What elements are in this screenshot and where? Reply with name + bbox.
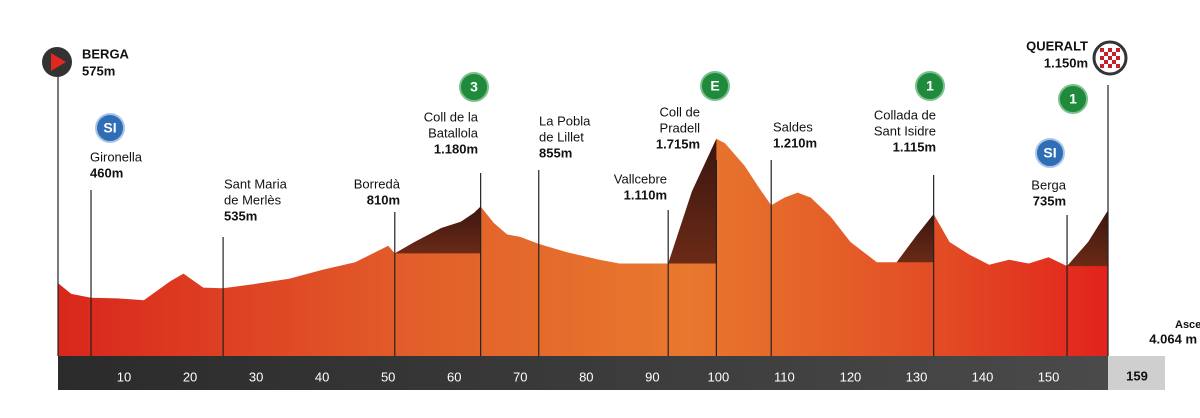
place-elevation: 735m — [1033, 193, 1066, 208]
place-name: La Pobla — [539, 113, 591, 128]
finish-check — [1116, 56, 1120, 60]
place-name: Collada de — [874, 107, 936, 122]
climb-area — [394, 206, 481, 254]
finish-check — [1104, 60, 1108, 64]
ascent-value: 4.064 m — [1149, 331, 1197, 346]
finish-check — [1104, 52, 1108, 56]
badge — [459, 72, 489, 102]
x-end-label: 159 — [1126, 368, 1148, 383]
x-tick-label: 130 — [906, 369, 928, 384]
place-elevation: 1.715m — [656, 136, 700, 151]
finish-check — [1100, 56, 1104, 60]
badge-label: 3 — [470, 79, 478, 95]
place-name: Coll de — [660, 104, 700, 119]
place-name: Borredà — [354, 176, 401, 191]
place-name: de Merlès — [224, 192, 282, 207]
place-name: Batallola — [428, 125, 479, 140]
x-tick-label: 70 — [513, 369, 527, 384]
ascent-title: Ascenso: — [1175, 319, 1200, 331]
badge-label: SI — [1043, 145, 1056, 161]
climb-area — [668, 138, 717, 264]
place-name: QUERALT — [1026, 38, 1088, 53]
finish-check — [1116, 64, 1120, 68]
place-elevation: 575m — [82, 63, 115, 78]
place-name: Vallcebre — [614, 171, 667, 186]
place-elevation: 1.150m — [1044, 55, 1088, 70]
place-elevation: 1.180m — [434, 141, 478, 156]
place-name: Sant Maria — [224, 176, 288, 191]
finish-check — [1108, 56, 1112, 60]
place-elevation: 810m — [367, 192, 400, 207]
end-box — [1108, 356, 1165, 390]
finish-check — [1112, 52, 1116, 56]
place-name: Gironella — [90, 149, 143, 164]
place-elevation: 535m — [224, 208, 257, 223]
x-tick-label: 80 — [579, 369, 593, 384]
place-elevation: 855m — [539, 145, 572, 160]
x-tick-label: 20 — [183, 369, 197, 384]
climb-area — [1067, 210, 1108, 267]
x-tick-label: 30 — [249, 369, 263, 384]
place-name: Pradell — [660, 120, 701, 135]
climb-area — [896, 214, 934, 263]
place-name: BERGA — [82, 46, 130, 61]
elevation-area — [58, 138, 1108, 356]
badge-label: 1 — [926, 78, 934, 94]
x-tick-label: 10 — [117, 369, 131, 384]
place-name: de Lillet — [539, 129, 584, 144]
finish-check — [1100, 64, 1104, 68]
finish-check — [1108, 64, 1112, 68]
x-tick-label: 90 — [645, 369, 659, 384]
axis-bar — [58, 356, 1108, 390]
finish-check — [1116, 48, 1120, 52]
start-arrow — [51, 53, 66, 71]
finish-check — [1100, 48, 1104, 52]
place-name: Sant Isidre — [874, 123, 936, 138]
badge-label: SI — [103, 120, 116, 136]
place-elevation: 1.110m — [624, 187, 667, 202]
place-elevation: 460m — [90, 165, 123, 180]
x-tick-label: 50 — [381, 369, 395, 384]
x-tick-label: 150 — [1038, 369, 1060, 384]
badge — [915, 71, 945, 101]
finish-check — [1112, 60, 1116, 64]
x-tick-label: 60 — [447, 369, 461, 384]
badge-label: 1 — [1069, 91, 1077, 107]
badge — [95, 113, 125, 143]
place-name: Coll de la — [424, 109, 479, 124]
badge-label: E — [710, 78, 719, 94]
x-tick-label: 120 — [840, 369, 862, 384]
badge — [1058, 84, 1088, 114]
x-tick-label: 40 — [315, 369, 329, 384]
badge — [1035, 138, 1065, 168]
place-name: Berga — [1031, 177, 1066, 192]
place-elevation: 1.210m — [773, 135, 817, 150]
finish-check — [1108, 48, 1112, 52]
place-elevation: 1.115m — [893, 139, 936, 154]
x-tick-label: 140 — [972, 369, 994, 384]
place-name: Saldes — [773, 119, 813, 134]
x-tick-label: 110 — [774, 369, 795, 384]
x-tick-label: 100 — [708, 369, 730, 384]
badge — [700, 71, 730, 101]
